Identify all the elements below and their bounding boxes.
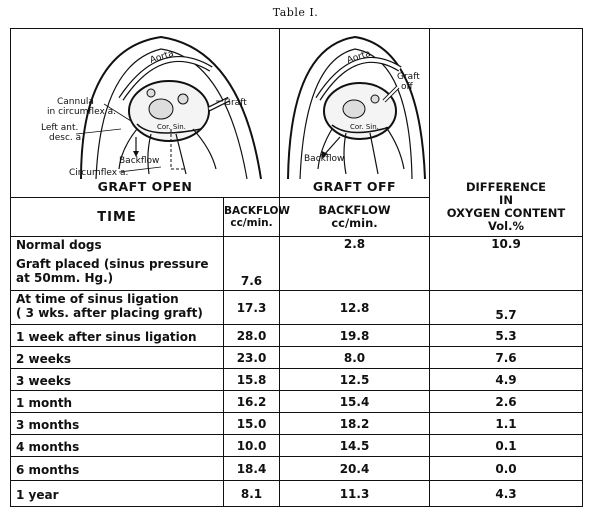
cell-backflow-open: 23.0: [223, 346, 280, 369]
label-cannula-2: in circumflex a.: [47, 107, 116, 117]
label-cannula: Cannula: [57, 97, 94, 107]
cell-difference: 1.1: [429, 412, 583, 435]
label-cor-sin-off: Cor. Sin.: [350, 123, 379, 131]
header-difference: DIFFERENCE IN OXYGEN CONTENT Vol.%: [429, 28, 583, 237]
cell-difference: 7.6: [429, 346, 583, 369]
cell-backflow-off: 8.0: [279, 346, 430, 369]
cell-backflow-open: 10.0: [223, 434, 280, 457]
cell-backflow-off: 11.3: [279, 480, 430, 507]
table-row: 1 week after sinus ligation: [10, 324, 224, 347]
cell-backflow-open: 16.2: [223, 390, 280, 413]
cell-backflow-open: 17.3: [223, 290, 280, 325]
cell-backflow-open: 8.1: [223, 480, 280, 507]
cell-difference: 4.9: [429, 368, 583, 391]
table-row: 3 weeks: [10, 368, 224, 391]
figure-title-graft-open: GRAFT OPEN: [97, 179, 193, 194]
cell-backflow-open: 28.0: [223, 324, 280, 347]
cell-difference: 0.0: [429, 456, 583, 481]
figure-graft-open: Aorta Cannula in circumflex a. Left ant.…: [10, 28, 280, 198]
header-backflow-open: BACKFLOW cc/min.: [223, 197, 290, 237]
cell-backflow-open: 7.6: [223, 236, 280, 291]
data-table: Aorta Cannula in circumflex a. Left ant.…: [10, 28, 583, 507]
cell-backflow-open: 18.4: [223, 456, 280, 481]
table-row: At time of sinus ligation ( 3 wks. after…: [10, 290, 224, 325]
heart-diagram-graft-off: Aorta Graft off Cor. Sin. Backflow: [287, 35, 426, 179]
label-left-ant: Left ant.: [41, 123, 78, 133]
cell-backflow-off: 20.4: [279, 456, 430, 481]
header-backflow-off: BACKFLOW cc/min.: [279, 197, 430, 237]
cell-backflow-off: 2.8: [279, 236, 430, 291]
cell-backflow-open: 15.8: [223, 368, 280, 391]
cell-backflow-open: 15.0: [223, 412, 280, 435]
table-row: 1 year: [10, 480, 224, 507]
table-row: 2 weeks: [10, 346, 224, 369]
cell-difference: 5.3: [429, 324, 583, 347]
cell-difference: 10.9: [429, 236, 583, 291]
table-row: 1 month: [10, 390, 224, 413]
cell-difference: 5.7: [429, 290, 583, 325]
table-row: 4 months: [10, 434, 224, 457]
table-row: Normal dogs Graft placed (sinus pressure…: [10, 236, 224, 291]
cell-backflow-off: 18.2: [279, 412, 430, 435]
label-graft-open: Graft: [224, 98, 247, 108]
cell-difference: 4.3: [429, 480, 583, 507]
label-backflow-off: Backflow: [304, 154, 344, 164]
cell-backflow-off: 15.4: [279, 390, 430, 413]
cell-backflow-off: 12.8: [279, 290, 430, 325]
cell-backflow-off: 12.5: [279, 368, 430, 391]
label-circumflex: Circumflex a.: [69, 168, 128, 178]
label-graft-off: Graft: [397, 72, 420, 82]
table-row: 6 months: [10, 456, 224, 481]
header-time: TIME: [10, 197, 224, 237]
cell-backflow-off: 14.5: [279, 434, 430, 457]
figure-graft-off: Aorta Graft off Cor. Sin. Backflow GRAFT…: [279, 28, 430, 198]
heart-diagram-graft-open: Aorta Cannula in circumflex a. Left ant.…: [41, 35, 262, 179]
label-left-ant-2: desc. a.: [49, 133, 84, 143]
cell-difference: 2.6: [429, 390, 583, 413]
cell-backflow-off: 19.8: [279, 324, 430, 347]
figure-title-graft-off: GRAFT OFF: [312, 179, 397, 194]
label-cor-sin-open: Cor. Sin.: [157, 123, 186, 131]
label-graft-off-2: off: [401, 82, 414, 92]
table-row: 3 months: [10, 412, 224, 435]
table-caption: Table I.: [272, 6, 319, 19]
label-backflow-open: Backflow: [119, 156, 159, 166]
cell-difference: 0.1: [429, 434, 583, 457]
